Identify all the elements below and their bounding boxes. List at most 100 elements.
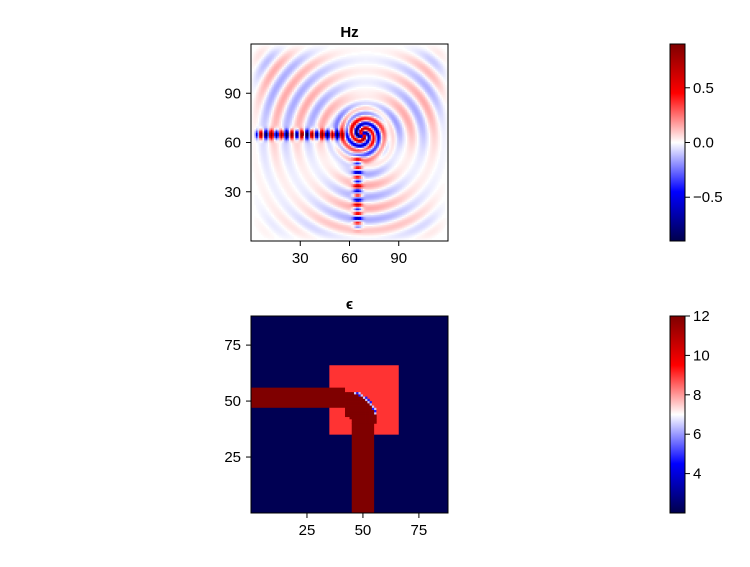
hz-field-cell xyxy=(290,168,293,171)
hz-field-cell xyxy=(278,165,281,168)
hz-field-cell xyxy=(290,116,293,119)
hz-field-cell xyxy=(298,50,301,53)
hz-field-cell xyxy=(282,172,285,175)
hz-field-cell xyxy=(255,175,258,178)
hz-field-cell xyxy=(257,70,260,73)
hz-field-cell xyxy=(259,116,262,119)
hz-field-cell xyxy=(262,185,265,188)
hz-field-cell xyxy=(298,122,301,125)
hz-field-cell xyxy=(298,48,301,51)
hz-field-cell xyxy=(283,221,286,224)
hz-field-cell xyxy=(315,78,318,81)
hz-field-cell xyxy=(262,108,265,111)
hz-field-cell xyxy=(257,127,260,130)
hz-field-cell xyxy=(259,52,262,55)
hz-field-cell xyxy=(290,76,293,79)
hz-field-cell xyxy=(267,94,270,97)
hz-field-cell xyxy=(316,150,319,153)
hz-field-cell xyxy=(255,178,258,181)
hz-field-cell xyxy=(316,226,319,229)
hz-field-cell xyxy=(267,173,270,176)
hz-field-cell xyxy=(255,196,258,199)
hz-field-cell xyxy=(260,104,263,107)
hz-field-cell xyxy=(257,114,260,117)
hz-field-cell xyxy=(278,75,281,78)
hz-field-cell xyxy=(290,124,293,127)
hz-field-cell xyxy=(275,121,278,124)
hz-field-cell xyxy=(321,204,324,207)
hz-field-cell xyxy=(303,195,306,198)
hz-field-cell xyxy=(311,88,314,91)
hz-field-cell xyxy=(267,221,270,224)
hz-field-cell xyxy=(272,62,275,65)
hz-field-cell xyxy=(288,104,291,107)
hz-field-cell xyxy=(277,213,280,216)
hz-field-cell xyxy=(301,152,304,155)
hz-field-cell xyxy=(313,91,316,94)
hz-field-cell xyxy=(293,114,296,117)
hz-field-cell xyxy=(280,116,283,119)
hz-field-cell xyxy=(272,98,275,101)
hz-field-cell xyxy=(277,48,280,51)
hz-field-cell xyxy=(308,162,311,165)
hz-field-cell xyxy=(306,226,309,229)
hz-field-cell xyxy=(270,206,273,209)
hz-field-cell xyxy=(318,145,321,148)
hz-field-cell xyxy=(318,57,321,60)
hz-field-cell xyxy=(262,78,265,81)
hz-field-cell xyxy=(273,204,276,207)
hz-field-cell xyxy=(259,183,262,186)
hz-field-cell xyxy=(296,199,299,202)
hz-field-cell xyxy=(269,198,272,201)
hz-field-cell xyxy=(273,181,276,184)
hz-field-cell xyxy=(288,193,291,196)
hz-field-cell xyxy=(301,234,304,237)
hz-field-cell xyxy=(311,121,314,124)
hz-field-cell xyxy=(305,150,308,153)
hz-field-cell xyxy=(260,195,263,198)
hz-field-cell xyxy=(270,176,273,179)
hz-field-cell xyxy=(265,163,268,166)
hz-field-cell xyxy=(278,55,281,58)
hz-field-cell xyxy=(275,150,278,153)
hz-field-cell xyxy=(296,75,299,78)
hz-field-cell xyxy=(306,160,309,163)
hz-field-cell xyxy=(269,176,272,179)
hz-field-cell xyxy=(288,124,291,127)
hz-field-cell xyxy=(313,112,316,115)
hz-field-cell xyxy=(316,167,319,170)
hz-field-cell xyxy=(298,155,301,158)
hz-field-cell xyxy=(296,201,299,204)
hz-field-cell xyxy=(295,119,298,122)
hz-field-cell xyxy=(278,63,281,66)
hz-field-cell xyxy=(295,229,298,232)
hz-field-cell xyxy=(257,80,260,83)
hz-field-cell xyxy=(278,106,281,109)
hz-field-cell xyxy=(269,132,272,135)
hz-field-cell xyxy=(316,52,319,55)
hz-field-cell xyxy=(303,122,306,125)
hz-field-cell xyxy=(259,73,262,76)
hz-field-cell xyxy=(293,63,296,66)
hz-field-cell xyxy=(262,135,265,138)
hz-field-cell xyxy=(264,126,267,129)
hz-field-cell xyxy=(272,71,275,74)
hz-field-cell xyxy=(321,83,324,86)
hz-field-cell xyxy=(269,237,272,240)
hz-field-cell xyxy=(259,173,262,176)
hz-field-cell xyxy=(318,183,321,186)
hz-field-cell xyxy=(277,168,280,171)
hz-field-cell xyxy=(315,135,318,138)
hz-field-cell xyxy=(300,89,303,92)
hz-field-cell xyxy=(277,175,280,178)
hz-field-cell xyxy=(254,131,257,133)
hz-field-cell xyxy=(265,68,268,71)
hz-field-cell xyxy=(298,47,301,50)
hz-field-cell xyxy=(316,47,319,50)
hz-field-cell xyxy=(287,144,290,147)
hz-field-cell xyxy=(316,183,319,186)
hz-field-cell xyxy=(287,139,290,142)
hz-field-cell xyxy=(264,165,267,168)
hz-field-cell xyxy=(288,229,291,232)
hz-field-cell xyxy=(298,121,301,124)
